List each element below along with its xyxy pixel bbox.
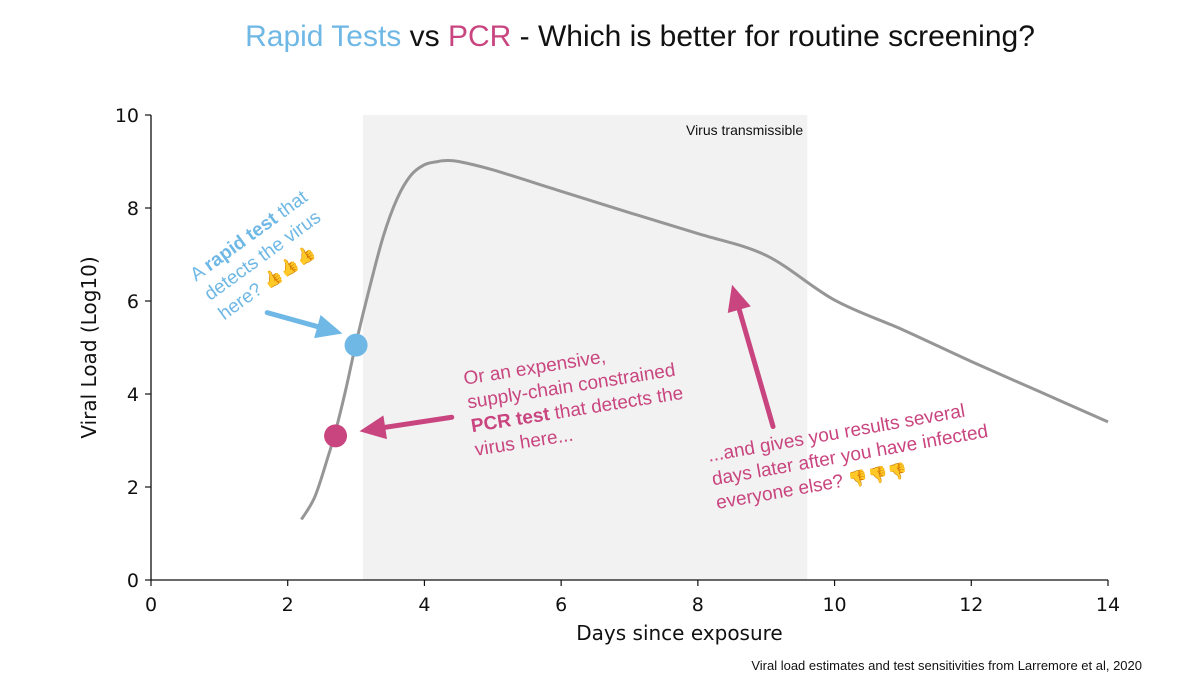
y-tick-label: 2 <box>127 477 139 499</box>
title-rapid-tests: Rapid Tests <box>245 20 402 53</box>
later-arrow-head <box>727 284 751 314</box>
y-tick-label: 8 <box>127 198 139 220</box>
x-tick-label: 4 <box>418 594 430 616</box>
x-tick-label: 14 <box>1096 594 1120 616</box>
pcr-test-detection-point <box>324 424 348 448</box>
rapid-arrow-head <box>314 315 343 339</box>
y-tick-label: 10 <box>115 105 139 127</box>
pcr-arrow-shaft <box>382 414 455 430</box>
y-tick-label: 6 <box>127 291 139 313</box>
transmissible-label: Virus transmissible <box>686 122 803 138</box>
chart-title: Rapid Tests vs PCR - Which is better for… <box>0 20 1200 54</box>
x-tick-label: 12 <box>959 594 983 616</box>
x-tick-label: 6 <box>555 594 567 616</box>
title-question: - Which is better for routine screening? <box>511 20 1035 53</box>
x-axis-label: Days since exposure <box>576 621 782 645</box>
later-arrow-shaft <box>736 307 776 430</box>
pcr-arrow-head <box>359 415 387 440</box>
rapid-arrow-shaft <box>264 310 320 330</box>
x-tick-label: 2 <box>282 594 294 616</box>
y-tick-label: 4 <box>127 384 139 406</box>
rapid-test-detection-point <box>344 333 368 357</box>
y-tick-label: 0 <box>127 570 139 592</box>
source-footnote: Viral load estimates and test sensitivit… <box>751 658 1142 673</box>
x-tick-label: 8 <box>692 594 704 616</box>
title-vs: vs <box>401 20 448 53</box>
y-axis-label: Viral Load (Log10) <box>77 256 101 438</box>
viral-load-curve <box>300 158 1109 521</box>
title-pcr: PCR <box>447 20 512 53</box>
x-tick-label: 10 <box>822 594 846 616</box>
transmissible-region <box>362 115 808 580</box>
x-tick-label: 0 <box>145 594 157 616</box>
